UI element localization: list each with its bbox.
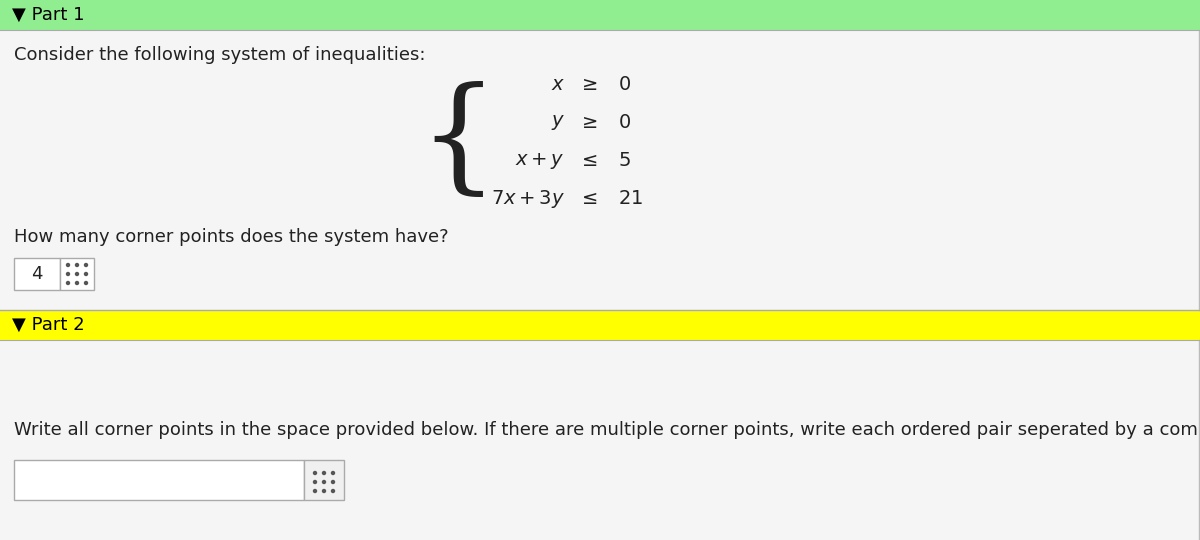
- Circle shape: [76, 281, 78, 285]
- Text: $x+y$: $x+y$: [515, 151, 565, 171]
- Text: Consider the following system of inequalities:: Consider the following system of inequal…: [14, 46, 426, 64]
- Circle shape: [313, 489, 317, 492]
- Text: $0$: $0$: [618, 113, 631, 132]
- Circle shape: [84, 264, 88, 267]
- Text: ≤: ≤: [582, 190, 598, 208]
- Circle shape: [66, 273, 70, 275]
- Text: $5$: $5$: [618, 152, 631, 171]
- Text: $y$: $y$: [551, 113, 565, 132]
- Text: ▼ Part 1: ▼ Part 1: [12, 6, 84, 24]
- Text: 4: 4: [31, 265, 43, 283]
- FancyBboxPatch shape: [0, 310, 1200, 340]
- Text: $7x+3y$: $7x+3y$: [491, 188, 565, 210]
- Text: Write all corner points in the space provided below. If there are multiple corne: Write all corner points in the space pro…: [14, 421, 1200, 439]
- Circle shape: [76, 273, 78, 275]
- Circle shape: [84, 281, 88, 285]
- Circle shape: [76, 264, 78, 267]
- Circle shape: [331, 481, 335, 483]
- FancyBboxPatch shape: [0, 340, 1200, 540]
- Text: ≥: ≥: [582, 76, 598, 94]
- Circle shape: [331, 471, 335, 475]
- Text: ≤: ≤: [582, 152, 598, 171]
- Text: $0$: $0$: [618, 76, 631, 94]
- Text: ≥: ≥: [582, 113, 598, 132]
- Circle shape: [84, 273, 88, 275]
- Circle shape: [323, 471, 325, 475]
- Circle shape: [323, 489, 325, 492]
- Circle shape: [331, 489, 335, 492]
- FancyBboxPatch shape: [304, 460, 344, 500]
- Text: How many corner points does the system have?: How many corner points does the system h…: [14, 228, 449, 246]
- Circle shape: [313, 471, 317, 475]
- Circle shape: [323, 481, 325, 483]
- Circle shape: [66, 281, 70, 285]
- Text: {: {: [418, 82, 498, 202]
- Circle shape: [313, 481, 317, 483]
- Text: $x$: $x$: [551, 76, 565, 94]
- FancyBboxPatch shape: [60, 258, 94, 290]
- FancyBboxPatch shape: [14, 460, 304, 500]
- Text: $21$: $21$: [618, 190, 643, 208]
- FancyBboxPatch shape: [0, 30, 1200, 310]
- FancyBboxPatch shape: [14, 258, 60, 290]
- Circle shape: [66, 264, 70, 267]
- FancyBboxPatch shape: [0, 0, 1200, 30]
- Text: ▼ Part 2: ▼ Part 2: [12, 316, 85, 334]
